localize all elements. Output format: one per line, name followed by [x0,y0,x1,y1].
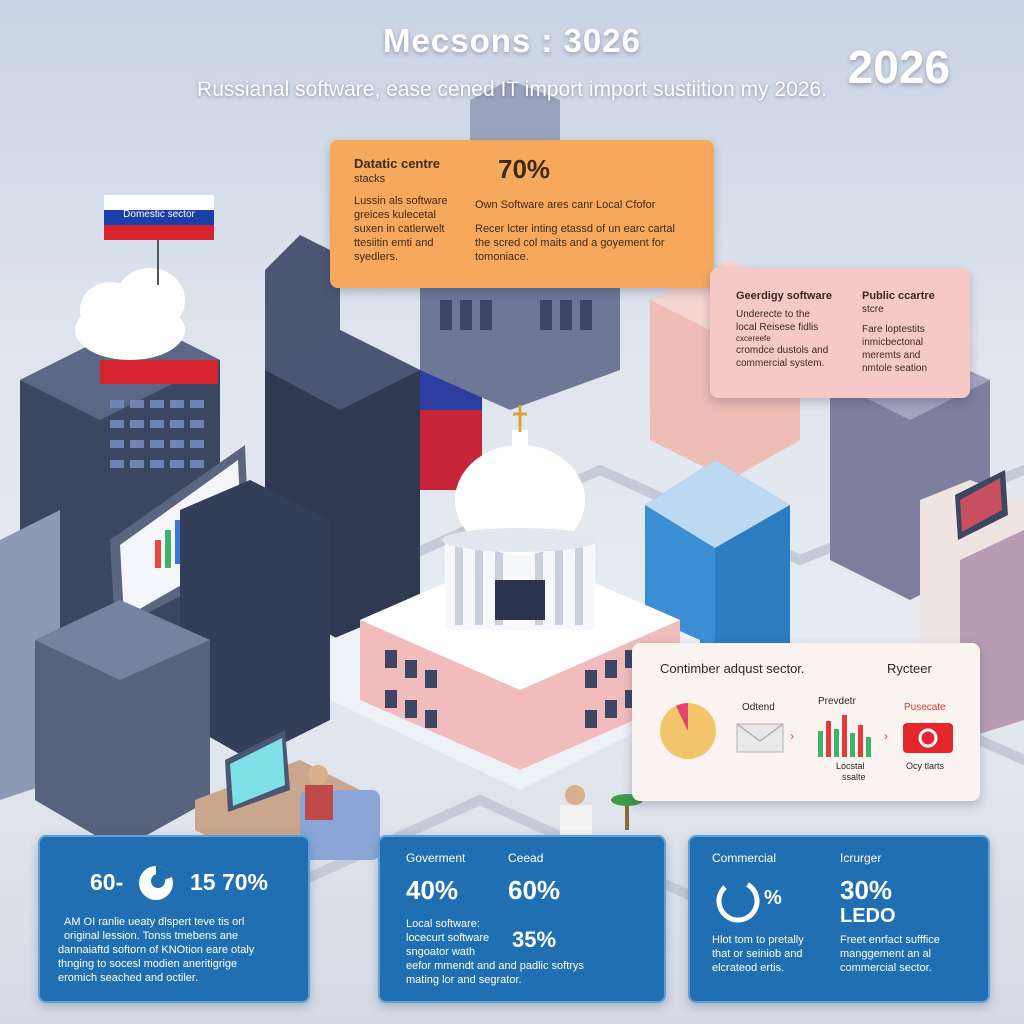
arrow-icon: › [790,729,794,743]
card-heading: Geerdigy software [736,290,832,302]
russian-flag-sign: Domestic sector [104,195,214,240]
stat-box-overview: 60- 15 70% AM OI ranlie ueaty dlspert te… [38,835,310,1003]
card-line: ttesiitin emti and [354,237,434,249]
mail-label: Odtend [742,702,775,713]
card-heading: Public ccartre [862,290,935,302]
ring-gauge-icon [716,879,760,923]
office-block-lower [0,480,330,850]
card-line: cromdce dustols and [736,345,829,356]
chart-label-top: Prevdetr [818,696,856,707]
mail-icon [736,723,784,753]
stat-line: Hlot tom to pretally [712,934,804,946]
stat-left: 60- [90,869,124,895]
stat-line: eromich seached and octiler. [58,972,199,984]
laptop-icon [955,470,1008,540]
bar-chart-icon [818,715,871,757]
card-line: cxcereefe [736,334,771,343]
card-line: the scred col maits and a goyement for [475,237,665,249]
software-card: Geerdigy software Underecte to the local… [710,268,970,398]
stat-label: Ceead [508,851,544,865]
card-heading: Datatic centre [354,156,440,171]
progress-ring-icon [139,865,173,900]
card-line: meremts and [862,350,921,361]
ring-percent: % [764,887,782,909]
card-line: Own Software ares canr Local Cfofor [475,199,656,211]
stat-line: that or seiniob and [712,948,803,960]
card-line: Fare loptestits [862,324,925,335]
card-line: Lussin als software [354,195,448,207]
card-line: tomoniace. [475,251,529,263]
stat-label: Goverment [406,851,466,865]
card-heading-right: Rycteer [887,661,932,676]
stat-line: locecurt software [406,932,490,944]
card-subheading: stacks [354,173,386,185]
stat-line: mating lor and segrator. [406,974,522,986]
stat-line: thnging to socesl modien aneritigrige [58,958,238,970]
device-label-bottom: Ocy tlarts [906,761,945,771]
stat-box-government: Goverment Ceead 40% 60% Local software: … [378,835,666,1003]
card-line: Recer lcter inting etassd of un earc car… [475,223,675,235]
card-subheading: stcre [862,304,884,315]
consumer-sector-card: Contimber adqust sector. Rycteer Odtend … [632,643,980,801]
stat-percent: 30% [840,875,893,905]
arrow-icon: › [884,729,888,743]
page-subtitle: Russianal software, ease cened IT import… [197,78,827,101]
card-line: local Reisese fidlis [736,322,819,333]
stat-line: sngoator wath [406,946,476,958]
stat-line: eefor mmendt and and padlic softrys [406,960,584,972]
data-centre-card: Datatic centre stacks 70% Lussin als sof… [330,140,714,288]
flag-label: Domestic sector [123,209,195,220]
stat-percent: 35% [512,927,557,952]
card-percent: 70% [498,154,551,184]
stat-line: Freet enrfact sufffice [840,934,940,946]
card-heading: Contimber adqust sector. [660,661,805,676]
stat-line: original lession. Tonss tmebens ane [64,930,239,942]
stat-percent: 40% [406,875,459,905]
stat-line: AM OI ranlie ueaty dlspert teve tis orl [64,916,245,928]
card-line: suxen in catlerwelt [354,223,445,235]
stat-line: dannaiaftd softorn of KNOtion eare otaly [58,944,255,956]
stat-right: 15 70% [190,869,269,895]
card-line: nmtole seation [862,363,928,374]
stat-line: commercial sector. [840,962,932,974]
device-label-top: Pusecate [904,702,946,713]
stat-code: LEDO [840,905,896,927]
page-title: Mecsons : 3026 [383,22,641,59]
stat-box-commercial: Commercial Icrurger % 30% LEDO Hlot tom … [688,835,990,1003]
card-line: Underecte to the [736,309,810,320]
stat-label: Icrurger [840,851,882,865]
chart-label-bottom: ssalte [842,772,866,782]
card-line: syedlers. [354,251,399,263]
card-line: commercial system. [736,358,825,369]
government-building [330,405,700,790]
card-line: inmicbectonal [862,337,924,348]
cloud-icon [75,268,185,360]
camera-icon [903,723,953,753]
stat-line: elcrateod ertis. [712,962,785,974]
card-line: greices kulecetal [354,209,436,221]
stat-line: manggement an al [840,948,932,960]
chart-label-bottom: Locstal [836,761,865,771]
stat-line: Local software: [406,918,480,930]
stat-percent: 60% [508,875,561,905]
workstation [195,730,380,870]
pie-chart-icon [660,703,716,759]
stat-label: Commercial [712,851,777,865]
year-badge: 2026 [847,41,950,93]
